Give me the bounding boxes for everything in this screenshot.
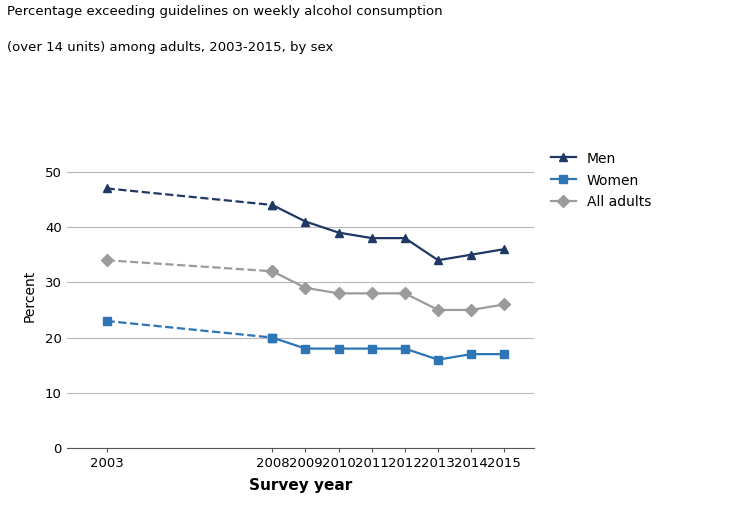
- Y-axis label: Percent: Percent: [23, 270, 36, 322]
- X-axis label: Survey year: Survey year: [249, 478, 352, 493]
- Legend: Men, Women, All adults: Men, Women, All adults: [551, 151, 651, 210]
- Text: (over 14 units) among adults, 2003-2015, by sex: (over 14 units) among adults, 2003-2015,…: [7, 41, 334, 54]
- Text: Percentage exceeding guidelines on weekly alcohol consumption: Percentage exceeding guidelines on weekl…: [7, 5, 443, 18]
